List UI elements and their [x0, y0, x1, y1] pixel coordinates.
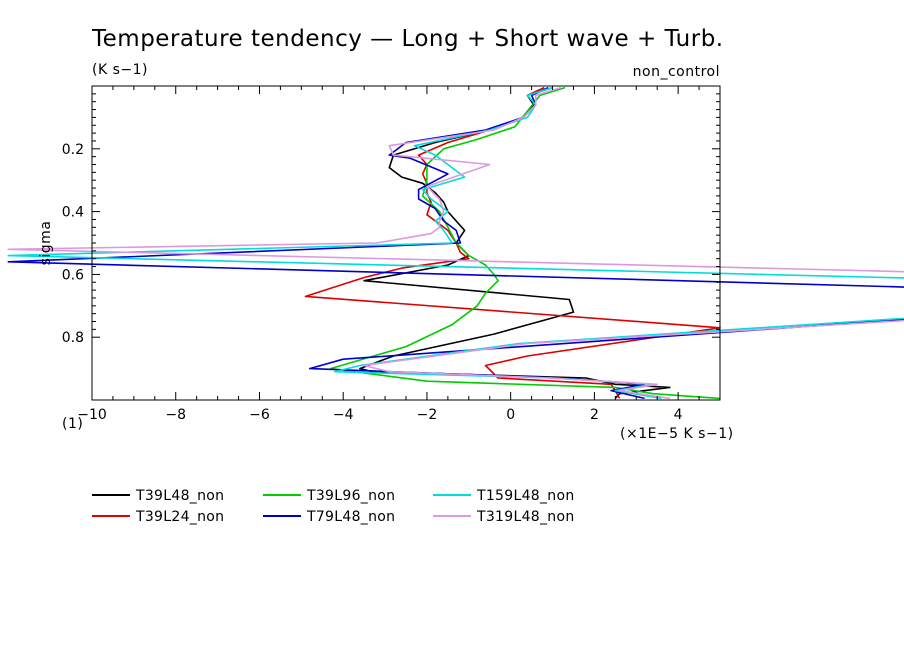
y-tick-label: 0.4 — [62, 205, 84, 221]
legend-label: T79L48_non — [306, 509, 395, 525]
y-axis-label: sigma — [38, 221, 54, 266]
y-tick-label: 0.2 — [62, 142, 84, 158]
corner-label: (1) — [62, 416, 83, 432]
y-tick-label: 0.6 — [62, 267, 84, 283]
chart-subtitle-right: non_control — [633, 64, 720, 80]
series-line-T79L48_non — [7, 86, 904, 400]
y-axis: 0.2 0.4 0.6 0.8 — [62, 93, 720, 346]
x-tick-label: −10 — [77, 407, 107, 423]
x-scale-label: (×1E−5 K s−1) — [620, 426, 734, 442]
y-tick-label: 0.8 — [62, 330, 84, 346]
legend-label: T39L24_non — [135, 509, 224, 525]
legend: T39L48_non T39L24_non T39L96_non T79L48_non… — [92, 488, 575, 525]
legend-label: T39L96_non — [306, 488, 395, 504]
legend-label: T159L48_non — [476, 488, 575, 504]
legend-label: T319L48_non — [476, 509, 575, 525]
legend-label: T39L48_non — [135, 488, 224, 504]
x-tick-label: −2 — [417, 407, 438, 423]
series-layer — [7, 86, 904, 400]
x-tick-label: 4 — [674, 407, 683, 423]
x-tick-label: −8 — [165, 407, 186, 423]
series-line-T39L24_non — [304, 86, 721, 399]
chart-units: (K s−1) — [92, 62, 148, 78]
x-tick-label: 0 — [506, 407, 515, 423]
series-line-T319L48_non — [7, 86, 904, 400]
chart-title: Temperature tendency — Long + Short wave… — [91, 26, 724, 52]
x-tick-label: −4 — [333, 407, 354, 423]
x-axis: −10 −8 −6 −4 −2 0 2 4 — [77, 86, 721, 423]
x-tick-label: −6 — [249, 407, 270, 423]
x-tick-label: 2 — [590, 407, 599, 423]
